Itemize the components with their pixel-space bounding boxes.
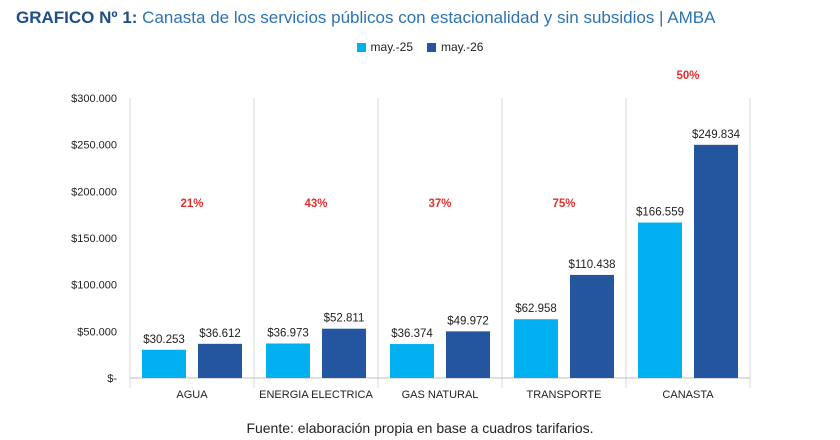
pct-change-label: 43% (304, 198, 327, 210)
y-tick-label: $- (107, 373, 117, 385)
bar-series-1 (142, 349, 186, 378)
chart-title-prefix: GRAFICO Nº 1: (16, 8, 138, 27)
pct-change-label: 37% (428, 198, 451, 210)
bar-series-2 (446, 331, 490, 378)
data-label-series-1: $166.559 (636, 207, 684, 219)
source-note: Fuente: elaboración propia en base a cua… (246, 420, 594, 436)
data-label-series-2: $52.811 (324, 313, 365, 325)
legend-swatch-series-1 (356, 42, 366, 52)
chart-title-text: Canasta de los servicios públicos con es… (137, 8, 716, 27)
bar-series-1 (514, 319, 558, 378)
data-label-series-1: $30.253 (143, 334, 185, 346)
bar-series-2 (570, 274, 614, 378)
legend-item-series-1: may.-25 (356, 40, 413, 54)
chart-legend: may.-25 may.-26 (0, 40, 840, 54)
legend-item-series-2: may.-26 (427, 40, 483, 54)
x-category-label: ENERGIA ELECTRICA (259, 389, 373, 401)
data-label-series-2: $36.612 (199, 328, 241, 340)
bar-series-2 (198, 343, 242, 378)
x-category-label: TRANSPORTE (527, 389, 602, 401)
data-label-series-1: $62.958 (515, 303, 557, 315)
y-tick-label: $100.000 (71, 280, 117, 292)
y-tick-label: $50.000 (77, 326, 117, 338)
pct-change-label: 21% (180, 198, 203, 210)
bar-chart: $- $50.000 $100.000 $150.000 $200.000 $250.00… (71, 70, 751, 401)
bar-series-2 (322, 328, 366, 378)
y-tick-label: $300.000 (71, 93, 117, 105)
y-tick-label: $150.000 (71, 233, 117, 245)
data-label-series-2: $249.834 (692, 129, 741, 141)
y-tick-label: $200.000 (71, 186, 117, 198)
bar-series-2 (694, 144, 738, 378)
data-label-series-2: $49.972 (447, 315, 489, 327)
pct-change-label: 75% (552, 198, 575, 210)
legend-label-series-2: may.-26 (441, 40, 484, 54)
data-label-series-1: $36.374 (391, 328, 433, 340)
bar-series-1 (266, 343, 310, 378)
bar-series-1 (390, 344, 434, 378)
data-label-series-1: $36.973 (267, 327, 309, 339)
pct-change-label: 50% (676, 70, 699, 82)
data-label-series-2: $110.438 (568, 259, 615, 271)
x-category-label: GAS NATURAL (402, 389, 479, 401)
legend-swatch-series-2 (427, 42, 436, 52)
legend-label-series-1: may.-25 (370, 40, 413, 54)
x-category-label: CANASTA (662, 389, 714, 401)
chart-title: GRAFICO Nº 1: Canasta de los servicios p… (16, 8, 715, 28)
x-category-label: AGUA (176, 389, 208, 401)
y-tick-label: $250.000 (71, 140, 117, 152)
bar-series-1 (638, 222, 682, 378)
